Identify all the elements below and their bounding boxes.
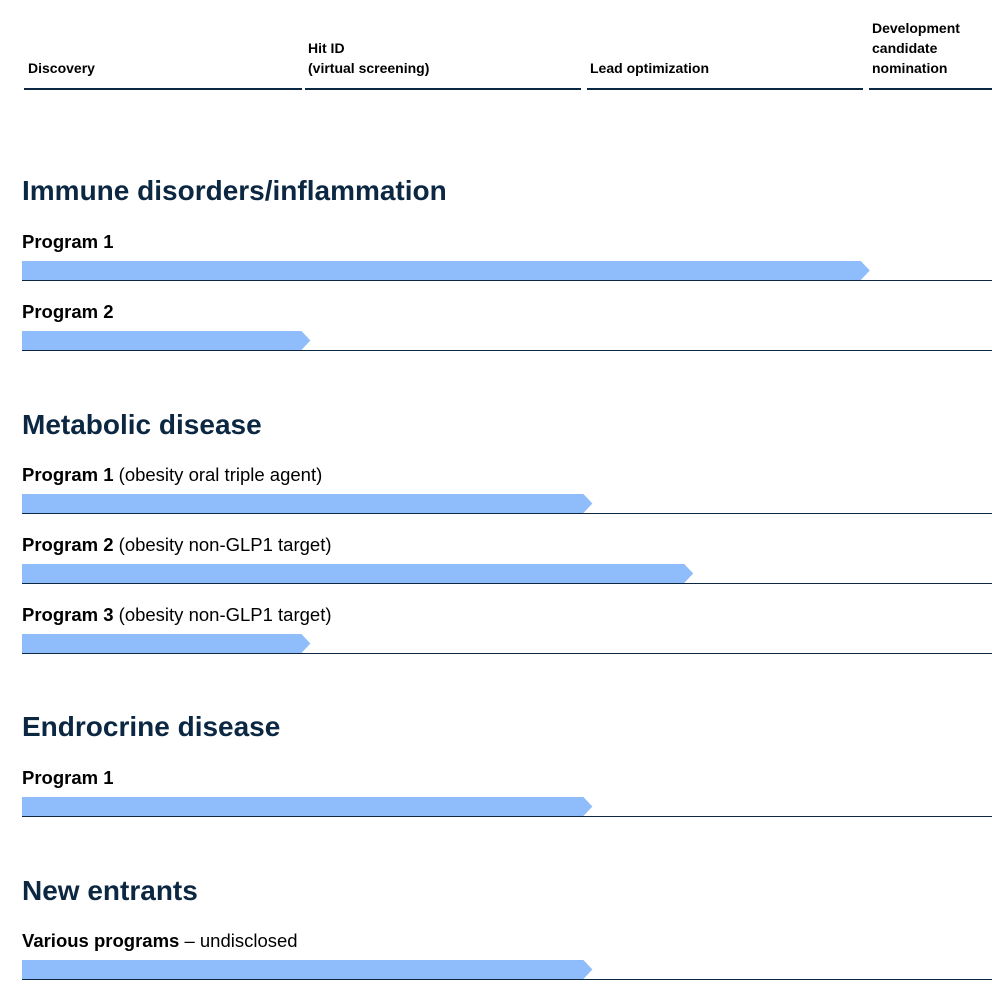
stage-header-underline (24, 88, 302, 90)
program-name: Program 2 (22, 301, 114, 322)
stage-header-discovery: Discovery (28, 58, 95, 78)
row-divider (22, 513, 992, 514)
stage-header-hit-id: Hit ID (virtual screening) (308, 38, 429, 78)
program-description: (obesity non-GLP1 target) (113, 534, 332, 555)
program-label: Program 1 (22, 766, 114, 790)
program-label: Various programs – undisclosed (22, 929, 298, 953)
progress-arrow (22, 261, 870, 280)
program-label: Program 1 (obesity oral triple agent) (22, 463, 322, 487)
stage-header-line: (virtual screening) (308, 60, 430, 76)
stage-header-underline (305, 88, 581, 90)
section-title: Immune disorders/inflammation (22, 175, 447, 206)
progress-arrow (22, 960, 593, 979)
program-name: Program 1 (22, 767, 114, 788)
row-divider (22, 280, 992, 281)
progress-bar (22, 261, 870, 280)
program-name: Program 1 (22, 231, 114, 252)
stage-header-line: Lead optimization (590, 60, 709, 76)
stage-header-underline (587, 88, 863, 90)
progress-bar (22, 494, 593, 513)
stage-header-line: Discovery (28, 60, 95, 76)
program-label: Program 3 (obesity non-GLP1 target) (22, 603, 332, 627)
row-divider (22, 350, 992, 351)
progress-arrow (22, 564, 694, 583)
stage-header-lead-optimization: Lead optimization (590, 58, 709, 78)
row-divider (22, 816, 992, 817)
stage-header-underline (869, 88, 992, 90)
progress-bar (22, 564, 694, 583)
stage-header-line: nomination (872, 60, 948, 76)
progress-arrow (22, 634, 311, 653)
row-divider (22, 583, 992, 584)
stage-header-line: Development (872, 20, 960, 36)
progress-bar (22, 960, 593, 979)
program-name: Program 1 (22, 464, 114, 485)
row-divider (22, 653, 992, 654)
program-description: – undisclosed (179, 930, 298, 951)
stage-header-development-candidate: Development candidate nomination (872, 18, 960, 78)
progress-arrow (22, 331, 311, 350)
progress-bar (22, 797, 593, 816)
section-title: Metabolic disease (22, 409, 262, 440)
progress-bar (22, 331, 311, 350)
program-name: Program 3 (22, 604, 114, 625)
progress-bar (22, 634, 311, 653)
program-label: Program 1 (22, 230, 114, 254)
program-label: Program 2 (obesity non-GLP1 target) (22, 533, 332, 557)
stage-header-line: candidate (872, 40, 938, 56)
row-divider (22, 979, 992, 980)
program-label: Program 2 (22, 300, 114, 324)
program-description: (obesity oral triple agent) (113, 464, 323, 485)
progress-arrow (22, 494, 593, 513)
program-name: Various programs (22, 930, 180, 951)
progress-arrow (22, 797, 593, 816)
stage-header-line: Hit ID (308, 40, 345, 56)
section-title: Endrocrine disease (22, 711, 281, 742)
section-title: New entrants (22, 875, 198, 906)
program-name: Program 2 (22, 534, 114, 555)
program-description: (obesity non-GLP1 target) (113, 604, 332, 625)
